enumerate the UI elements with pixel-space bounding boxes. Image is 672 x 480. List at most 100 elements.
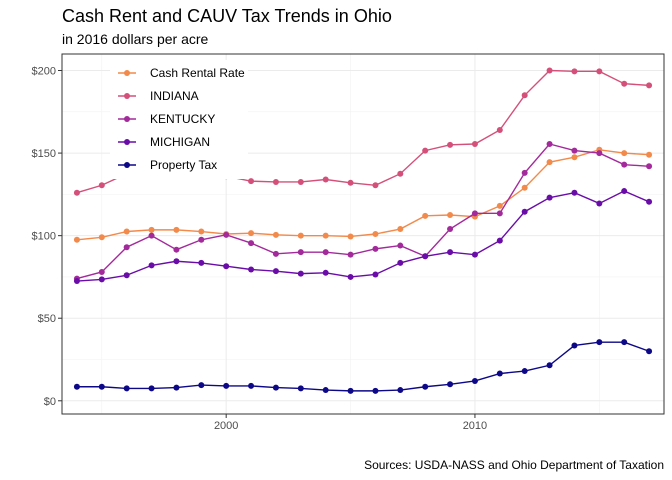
chart-caption: Sources: USDA-NASS and Ohio Department o…	[364, 458, 664, 472]
series-michigan	[73, 188, 653, 285]
data-point	[322, 176, 329, 183]
data-point	[372, 387, 379, 394]
data-point	[496, 370, 503, 377]
data-point	[521, 208, 528, 215]
data-point	[646, 151, 653, 158]
data-point	[422, 383, 429, 390]
data-point	[73, 383, 80, 390]
data-point	[173, 258, 180, 265]
data-point	[397, 387, 404, 394]
series-layer	[73, 67, 653, 394]
data-point	[621, 339, 628, 346]
data-point	[272, 250, 279, 257]
data-point	[123, 272, 130, 279]
data-point	[496, 237, 503, 244]
data-point	[347, 233, 354, 240]
data-point	[248, 266, 255, 273]
data-point	[73, 189, 80, 196]
data-point	[471, 251, 478, 258]
data-point	[372, 182, 379, 189]
data-point	[447, 212, 454, 219]
data-point	[571, 147, 578, 154]
data-point	[297, 385, 304, 392]
data-point	[422, 212, 429, 219]
series-line-kentucky	[76, 143, 650, 280]
data-point	[546, 362, 553, 369]
data-point	[272, 384, 279, 391]
series-property-tax	[73, 339, 653, 394]
data-point	[546, 194, 553, 201]
data-point	[571, 154, 578, 161]
legend-label: MICHIGAN	[150, 135, 210, 149]
data-point	[198, 228, 205, 235]
x-tick-label: 2010	[463, 420, 487, 432]
chart-subtitle: in 2016 dollars per acre	[62, 31, 209, 47]
data-point	[546, 159, 553, 166]
data-point	[123, 385, 130, 392]
y-tick-label: $50	[38, 313, 56, 325]
data-point	[347, 273, 354, 280]
data-point	[223, 263, 230, 270]
data-point	[98, 182, 105, 189]
series-line-michigan	[76, 190, 650, 282]
data-point	[98, 276, 105, 283]
data-point	[596, 68, 603, 75]
data-point	[148, 232, 155, 239]
data-point	[397, 259, 404, 266]
legend-label: KENTUCKY	[150, 112, 215, 126]
data-point	[546, 67, 553, 74]
data-point	[621, 80, 628, 87]
data-point	[223, 382, 230, 389]
data-point	[521, 184, 528, 191]
data-point	[322, 232, 329, 239]
data-point	[397, 226, 404, 233]
legend-key-point	[124, 93, 130, 99]
data-point	[496, 202, 503, 209]
y-tick-label: $150	[32, 148, 56, 160]
data-point	[148, 226, 155, 233]
data-point	[248, 230, 255, 237]
data-point	[347, 179, 354, 186]
data-point	[148, 262, 155, 269]
series-line-property-tax	[76, 341, 650, 392]
data-point	[347, 387, 354, 394]
data-point	[372, 271, 379, 278]
data-point	[148, 385, 155, 392]
data-point	[521, 92, 528, 99]
data-point	[272, 268, 279, 275]
data-point	[73, 278, 80, 285]
data-point	[596, 339, 603, 346]
data-point	[173, 246, 180, 253]
data-point	[546, 141, 553, 147]
legend-key-point	[124, 70, 130, 76]
legend-label: Property Tax	[150, 158, 217, 172]
y-tick-label: $100	[32, 231, 56, 243]
data-point	[372, 231, 379, 237]
data-point	[447, 381, 454, 388]
data-point	[496, 210, 503, 217]
data-point	[322, 387, 329, 394]
legend-key-point	[124, 162, 130, 168]
data-point	[447, 141, 454, 148]
data-point	[297, 178, 304, 185]
data-point	[322, 269, 329, 276]
data-point	[98, 383, 105, 390]
data-point	[447, 226, 454, 233]
data-point	[347, 251, 354, 258]
legend-label: INDIANA	[150, 89, 199, 103]
x-tick-label: 2000	[214, 420, 238, 432]
data-point	[521, 368, 528, 375]
data-point	[73, 236, 80, 243]
legend-label: Cash Rental Rate	[150, 66, 245, 80]
legend-item-kentucky: KENTUCKY	[118, 112, 215, 126]
data-point	[447, 249, 454, 256]
data-point	[173, 226, 180, 233]
data-point	[173, 384, 180, 391]
data-point	[646, 198, 653, 205]
data-point	[397, 170, 404, 177]
series-cash-rental-rate	[73, 146, 653, 243]
data-point	[646, 163, 653, 170]
data-point	[422, 253, 429, 260]
data-point	[198, 382, 205, 389]
